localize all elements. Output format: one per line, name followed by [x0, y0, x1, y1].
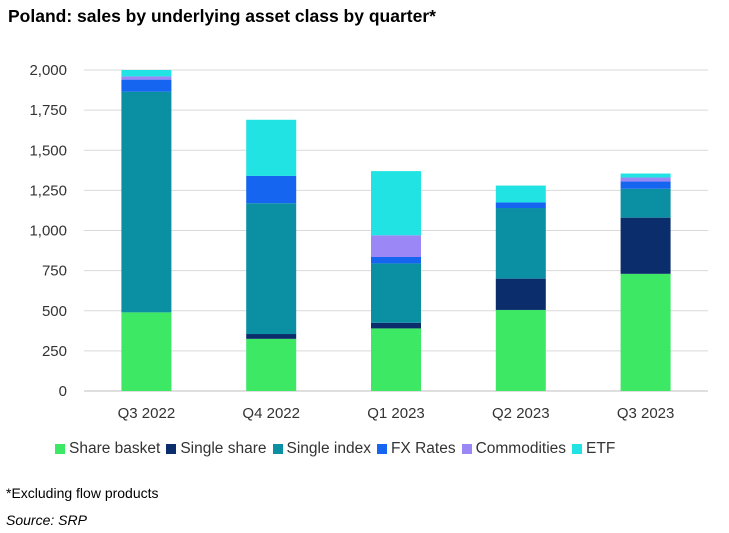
legend-swatch: [166, 444, 177, 454]
legend-label: Single index: [286, 440, 371, 457]
bar-segment-single-index: [495, 208, 546, 279]
y-tick-label: 1,250: [29, 182, 67, 199]
bar-segment-single-share: [620, 217, 671, 274]
bar-segment-fx-rates: [121, 79, 172, 92]
bar-segment-etf: [246, 119, 297, 176]
legend-swatch: [461, 444, 472, 454]
y-tick-label: 1,750: [29, 102, 67, 119]
bar-segment-commodities: [121, 76, 172, 80]
bar-segment-etf: [121, 70, 172, 77]
bar-segment-etf: [371, 171, 421, 236]
bar-segment-share-basket: [121, 312, 172, 391]
legend-label: Single share: [180, 440, 267, 457]
bar-segment-share-basket: [620, 273, 671, 391]
bar-segment-single-index: [246, 203, 297, 335]
y-tick-label: 1,000: [29, 223, 67, 240]
chart-legend: Share basket Single share Single index FX R…: [55, 440, 621, 458]
bar-segment-single-share: [371, 322, 421, 329]
y-axis-ticks: 0 250 500 750 1,000 1,250 1,500 1,750 2,000: [29, 62, 67, 400]
bar-segment-share-basket: [371, 328, 421, 391]
legend-swatch: [272, 444, 283, 454]
source-note: Source: SRP: [6, 512, 87, 528]
x-tick-label: Q3 2023: [617, 405, 675, 422]
legend-item: ETF: [572, 440, 615, 458]
y-tick-label: 1,500: [29, 142, 67, 159]
legend-swatch: [572, 444, 583, 454]
y-tick-label: 0: [59, 383, 67, 400]
legend-label: FX Rates: [390, 440, 456, 457]
legend-item: Single index: [272, 440, 371, 458]
bar-segment-etf: [495, 185, 546, 203]
legend-label: Share basket: [69, 440, 161, 457]
bar-segment-single-index: [620, 188, 671, 218]
x-tick-label: Q1 2023: [367, 405, 425, 422]
y-tick-label: 750: [42, 263, 67, 280]
bar-segment-fx-rates: [620, 181, 671, 189]
bar-segment-share-basket: [495, 309, 546, 391]
legend-swatch: [376, 444, 387, 454]
legend-label: ETF: [586, 440, 616, 457]
x-tick-label: Q3 2022: [118, 405, 176, 422]
bar-segment-commodities: [620, 177, 671, 182]
legend-swatch: [55, 444, 65, 454]
x-axis-ticks: Q3 2022 Q4 2022 Q1 2023 Q2 2023 Q3 2023: [118, 405, 675, 422]
bar-segment-fx-rates: [495, 202, 546, 209]
stacked-bar-chart: 0 250 500 750 1,000 1,250 1,500 1,750 2,000 Q3 2…: [29, 62, 708, 422]
bar-segment-single-share: [246, 334, 297, 339]
bar-segment-single-index: [371, 263, 421, 323]
chart-title: Poland: sales by underlying asset class …: [8, 6, 436, 26]
legend-item: Share basket: [55, 440, 160, 458]
bar-segment-etf: [620, 173, 671, 178]
bar-segment-single-index: [121, 91, 172, 313]
bar-segment-fx-rates: [246, 175, 297, 204]
y-tick-label: 250: [42, 343, 67, 360]
bar-segment-commodities: [371, 235, 421, 257]
y-tick-label: 2,000: [29, 62, 67, 79]
bar-segment-single-share: [495, 278, 546, 310]
x-tick-label: Q4 2022: [242, 405, 300, 422]
x-tick-label: Q2 2023: [492, 405, 550, 422]
bar-segment-fx-rates: [371, 256, 421, 264]
y-tick-label: 500: [42, 303, 67, 320]
bars: [121, 70, 671, 391]
footnote: *Excluding flow products: [6, 485, 159, 501]
bar-segment-share-basket: [246, 338, 297, 391]
legend-item: FX Rates: [376, 440, 456, 458]
legend-item: Single share: [166, 440, 267, 458]
legend-label: Commodities: [475, 440, 567, 457]
legend-item: Commodities: [461, 440, 567, 458]
